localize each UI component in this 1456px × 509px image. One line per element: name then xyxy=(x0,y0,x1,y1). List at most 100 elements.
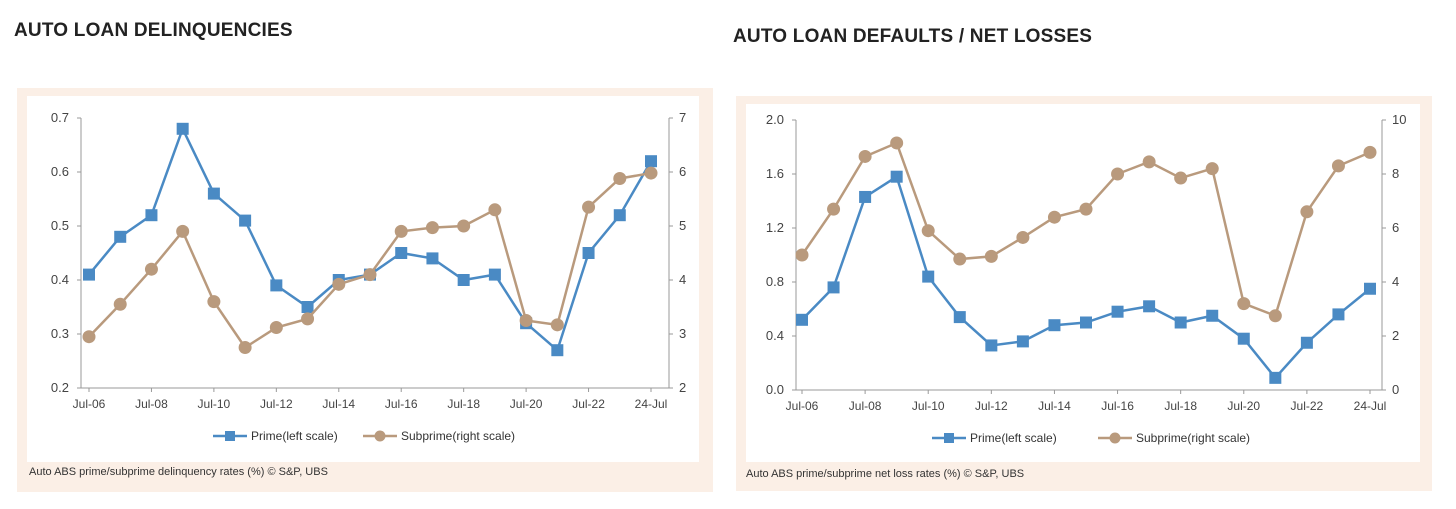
losses-prime-point xyxy=(1332,308,1345,321)
delinquency-right-tick-label: 2 xyxy=(679,380,686,395)
losses-prime-point xyxy=(953,311,966,324)
losses-x-tick-label: Jul-14 xyxy=(1038,399,1071,413)
losses-prime-point xyxy=(1206,309,1219,322)
delinquency-legend-prime-marker xyxy=(225,431,235,441)
delinquency-right-tick-label: 4 xyxy=(679,272,686,287)
losses-left-tick-label: 1.2 xyxy=(766,220,784,235)
delinquency-subprime-point xyxy=(488,203,502,217)
losses-prime-point xyxy=(1237,332,1250,345)
losses-left-tick-label: 2.0 xyxy=(766,112,784,127)
losses-prime-point xyxy=(922,270,935,283)
losses-legend-prime-marker xyxy=(944,433,954,443)
delinquency-left-tick-label: 0.2 xyxy=(51,380,69,395)
losses-caption: Auto ABS prime/subprime net loss rates (… xyxy=(746,468,1025,480)
delinquency-prime-point xyxy=(83,268,95,281)
delinquency-right-tick-label: 5 xyxy=(679,218,686,233)
losses-right-tick-label: 4 xyxy=(1392,274,1399,289)
delinquency-subprime-point xyxy=(144,262,158,276)
delinquency-prime-point xyxy=(301,301,314,313)
delinquency-right-tick-label: 6 xyxy=(679,164,686,179)
losses-subprime-point xyxy=(1079,202,1093,216)
delinquency-legend-subprime-marker xyxy=(374,430,386,442)
delinquency-subprime-point xyxy=(269,321,283,335)
delinquency-x-tick-label: Jul-08 xyxy=(135,397,168,411)
delinquencies-caption: Auto ABS prime/subprime delinquency rate… xyxy=(29,466,328,478)
losses-legend-subprime-label: Subprime(right scale) xyxy=(1136,431,1250,445)
losses-subprime-point xyxy=(1111,167,1125,181)
delinquency-subprime-point xyxy=(363,268,377,282)
losses-x-tick-label: Jul-18 xyxy=(1164,399,1197,413)
delinquency-left-tick-label: 0.5 xyxy=(51,218,69,233)
losses-subprime-point xyxy=(1174,171,1188,185)
losses-left-tick-label: 0.4 xyxy=(766,328,784,343)
delinquency-subprime-point xyxy=(550,318,564,332)
losses-legend-subprime-marker xyxy=(1109,432,1121,444)
losses-x-tick-label: Jul-22 xyxy=(1291,399,1324,413)
delinquency-prime-point xyxy=(114,230,127,243)
delinquency-x-tick-label: Jul-22 xyxy=(572,397,605,411)
losses-prime-point xyxy=(1111,305,1124,318)
delinquency-x-tick-label: Jul-12 xyxy=(260,397,293,411)
left-chart-title: AUTO LOAN DELINQUENCIES xyxy=(14,20,293,41)
losses-subprime-point xyxy=(984,249,998,263)
delinquencies-plot-area: 0.2 0.3 0.4 0.5 0.6 0.7 2 3 4 5 6 7 Jul-06 Jul-08 Jul-… xyxy=(27,96,699,462)
losses-right-tick-label: 10 xyxy=(1392,112,1406,127)
losses-subprime-point xyxy=(921,224,935,238)
losses-plot-area: 0.0 0.4 0.8 1.2 1.6 2.0 0 2 4 6 8 10 Jul-06 Jul-08 Jul… xyxy=(746,104,1420,462)
losses-subprime-point xyxy=(795,248,809,262)
losses-subprime-point xyxy=(827,202,841,216)
losses-prime-point xyxy=(1174,316,1187,329)
delinquencies-chart-frame: 0.2 0.3 0.4 0.5 0.6 0.7 2 3 4 5 6 7 Jul-06 Jul-08 Jul-… xyxy=(17,88,713,492)
delinquency-right-tick-label: 7 xyxy=(679,110,686,125)
losses-subprime-point xyxy=(953,252,967,266)
delinquency-prime-point xyxy=(613,209,626,222)
losses-chart-frame: 0.0 0.4 0.8 1.2 1.6 2.0 0 2 4 6 8 10 Jul-06 Jul-08 Jul… xyxy=(736,96,1432,491)
losses-subprime-point xyxy=(1016,230,1030,244)
delinquency-prime-point xyxy=(145,209,158,222)
losses-subprime-point xyxy=(1205,162,1219,176)
delinquency-subprime-point xyxy=(457,219,471,233)
losses-subprime-point xyxy=(1047,210,1061,224)
delinquency-subprime-point xyxy=(425,221,439,235)
delinquency-subprime-point xyxy=(238,341,252,354)
delinquency-subprime-point xyxy=(394,224,408,238)
delinquency-prime-point xyxy=(395,247,408,259)
losses-prime-point xyxy=(1300,336,1313,349)
losses-subprime-point xyxy=(1331,159,1345,173)
delinquency-prime-point xyxy=(239,214,252,227)
losses-x-tick-label: Jul-10 xyxy=(912,399,945,413)
delinquency-prime-point xyxy=(426,252,439,265)
losses-prime-point xyxy=(890,170,903,183)
losses-prime-point xyxy=(1143,300,1156,313)
losses-prime-point xyxy=(1269,371,1282,384)
delinquency-prime-point xyxy=(488,268,501,281)
delinquency-prime-point xyxy=(645,155,657,168)
delinquency-left-tick-label: 0.4 xyxy=(51,272,69,287)
delinquency-prime-point xyxy=(457,274,470,286)
losses-x-tick-label: Jul-06 xyxy=(786,399,819,413)
delinquencies-chart: 0.2 0.3 0.4 0.5 0.6 0.7 2 3 4 5 6 7 Jul-06 Jul-08 Jul-… xyxy=(51,110,686,443)
delinquency-subprime-point xyxy=(644,166,658,180)
delinquency-prime-point xyxy=(582,247,595,259)
delinquency-prime-line xyxy=(88,125,653,353)
losses-prime-point xyxy=(1048,319,1061,332)
delinquency-x-tick-label: Jul-10 xyxy=(198,397,231,411)
delinquency-legend-subprime-label: Subprime(right scale) xyxy=(401,429,515,443)
delinquency-left-tick-label: 0.6 xyxy=(51,164,69,179)
losses-subprime-point xyxy=(890,136,904,150)
delinquency-subprime-point xyxy=(82,330,96,344)
delinquency-x-tick-label: Jul-06 xyxy=(73,397,106,411)
delinquency-left-tick-label: 0.7 xyxy=(51,110,69,125)
delinquency-subprime-point xyxy=(301,312,315,326)
losses-right-tick-label: 8 xyxy=(1392,166,1399,181)
losses-left-tick-label: 1.6 xyxy=(766,166,784,181)
losses-prime-point xyxy=(1016,335,1029,348)
losses-subprime-point xyxy=(1300,205,1314,219)
delinquency-subprime-point xyxy=(176,224,190,238)
losses-x-tick-label: Jul-12 xyxy=(975,399,1008,413)
losses-left-tick-label: 0.8 xyxy=(766,274,784,289)
losses-x-tick-label: Jul-16 xyxy=(1101,399,1134,413)
delinquency-subprime-point xyxy=(519,314,533,327)
delinquency-subprime-point xyxy=(613,171,627,185)
losses-prime-point xyxy=(827,281,840,294)
